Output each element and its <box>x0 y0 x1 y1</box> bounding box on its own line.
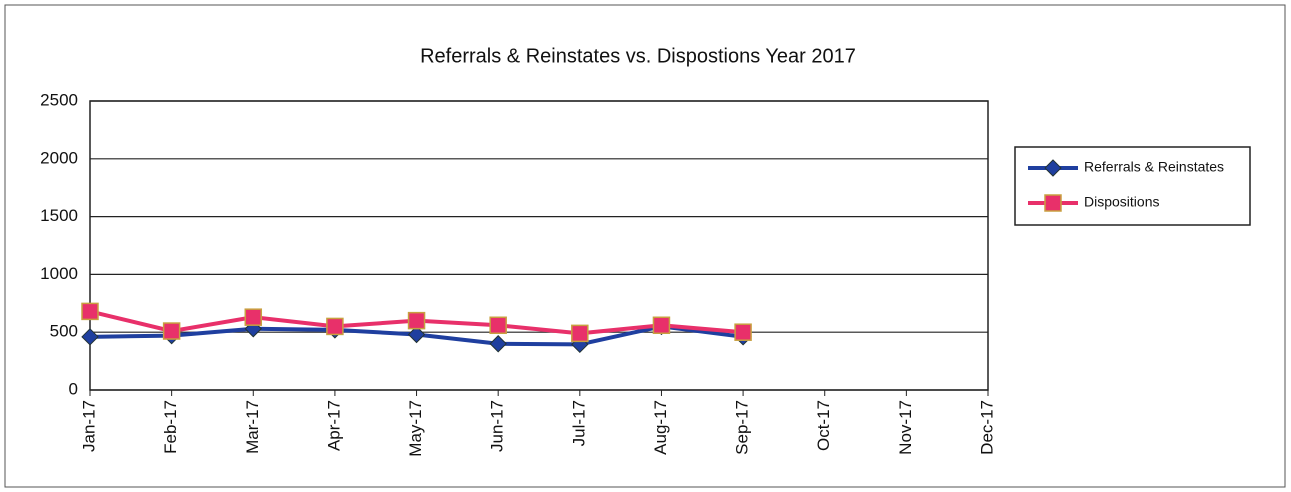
chart-title: Referrals & Reinstates vs. Dispostions Y… <box>420 45 856 67</box>
point <box>1044 194 1062 212</box>
y-tick-label: 500 <box>50 322 78 341</box>
x-tick-label: Apr-17 <box>324 400 343 451</box>
point <box>162 322 181 340</box>
y-tick-label: 2000 <box>40 148 78 167</box>
y-tick-label: 1000 <box>40 264 78 283</box>
plot-area <box>89 100 989 391</box>
y-tick-label: 2500 <box>40 90 78 109</box>
x-tick-label: Oct-17 <box>814 400 833 451</box>
x-tick-label: Nov-17 <box>896 400 915 455</box>
y-tick-label: 0 <box>69 379 78 398</box>
y-tick-label: 1500 <box>40 206 78 225</box>
point <box>81 302 99 321</box>
x-tick-label: Mar-17 <box>243 400 262 454</box>
point <box>244 308 263 326</box>
x-tick-label: Feb-17 <box>161 400 180 454</box>
x-tick-label: Jun-17 <box>488 400 507 452</box>
point <box>734 323 752 341</box>
point <box>1044 159 1062 177</box>
x-tick-label: May-17 <box>406 400 425 457</box>
point <box>81 328 99 346</box>
point <box>326 317 344 336</box>
point <box>652 316 671 335</box>
point <box>407 311 426 330</box>
x-tick-label: Jan-17 <box>79 400 98 452</box>
x-tick-label: Sep-17 <box>733 400 752 455</box>
legend-label: Referrals & Reinstates <box>1084 159 1224 175</box>
point <box>489 335 507 353</box>
x-tick-label: Jul-17 <box>569 400 588 446</box>
point <box>571 324 589 343</box>
point <box>489 316 507 335</box>
point <box>407 325 426 344</box>
x-tick-label: Aug-17 <box>651 400 670 455</box>
frame <box>4 4 1286 488</box>
x-tick-label: Dec-17 <box>977 400 996 455</box>
legend <box>1014 146 1251 226</box>
legend-label: Dispositions <box>1084 194 1159 210</box>
